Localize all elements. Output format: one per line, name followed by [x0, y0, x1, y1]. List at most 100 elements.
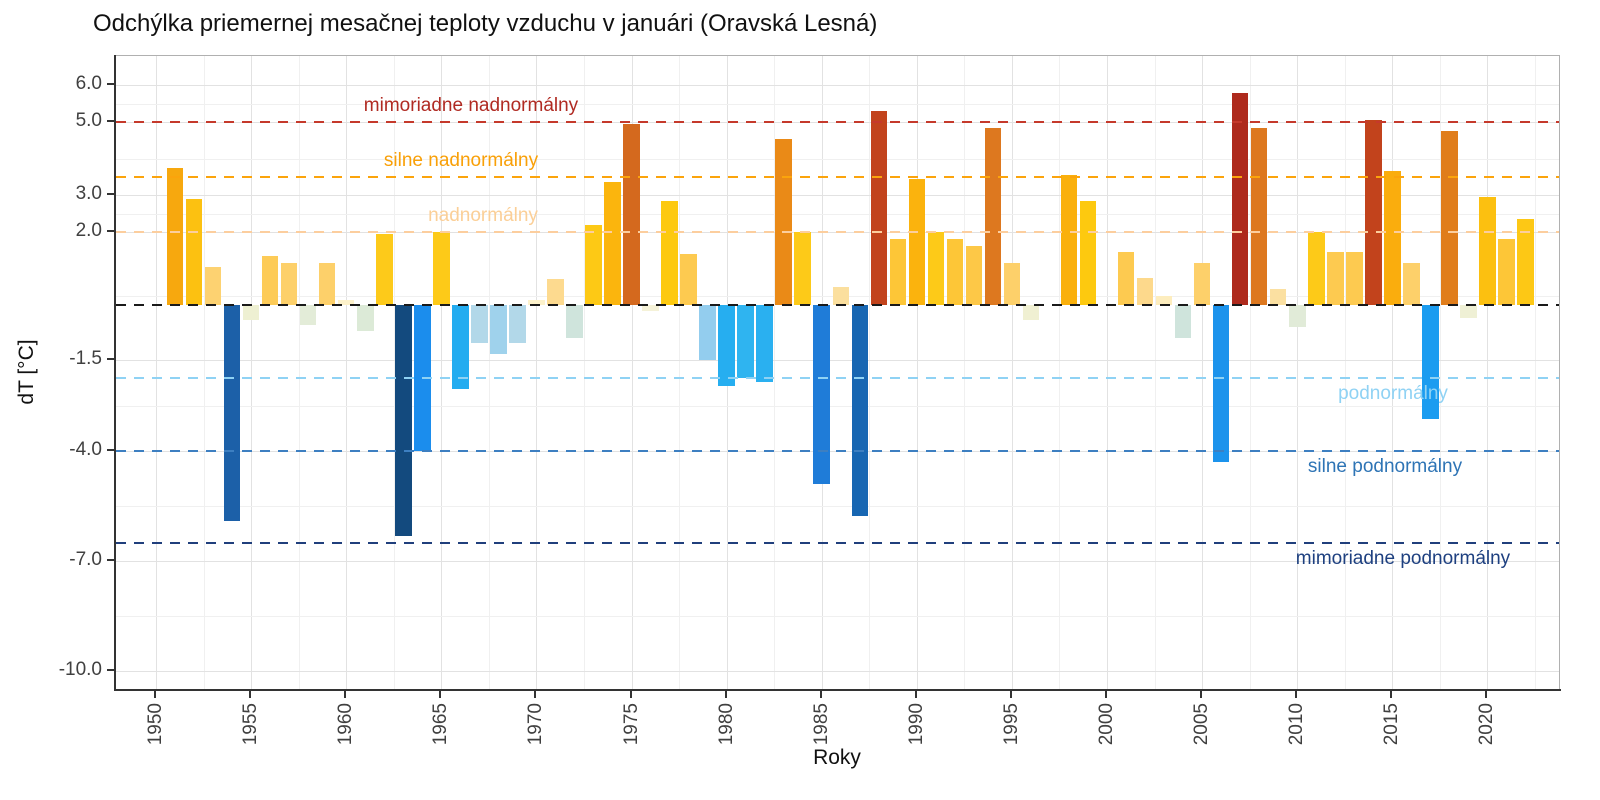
bar-2007 — [1231, 92, 1249, 305]
threshold-line-6 — [116, 541, 1559, 544]
y-tick-mark — [107, 193, 115, 196]
threshold-line-2 — [116, 230, 1559, 233]
bar-1995 — [1003, 262, 1021, 305]
major-gridline-vertical — [1487, 56, 1489, 689]
chart-title: Odchýlka priemernej mesačnej teploty vzd… — [93, 10, 878, 37]
bar-2016 — [1403, 262, 1420, 305]
bar-1974 — [604, 182, 621, 305]
x-tick-mark — [1485, 690, 1488, 698]
threshold-line-4 — [116, 377, 1559, 380]
y-tick-label: -1.5 — [69, 347, 102, 369]
bar-1957 — [280, 262, 298, 305]
bar-1965 — [433, 231, 450, 305]
y-tick-label: -4.0 — [69, 439, 102, 461]
bar-1956 — [261, 255, 279, 305]
major-gridline-vertical — [1297, 56, 1299, 689]
minor-gridline-vertical — [1344, 56, 1346, 689]
bar-1960 — [337, 299, 355, 305]
threshold-line-1 — [116, 175, 1559, 178]
major-gridline-vertical — [1392, 56, 1394, 689]
threshold-label-6: mimoriadne podnormálny — [1295, 547, 1511, 569]
x-tick-mark — [439, 690, 442, 698]
major-gridline-vertical — [1011, 56, 1013, 689]
x-tick-mark — [914, 690, 917, 698]
x-axis-line — [114, 689, 1561, 691]
bar-1983 — [775, 138, 792, 305]
bar-2008 — [1250, 127, 1268, 305]
minor-gridline-horizontal — [116, 103, 1559, 105]
bar-1952 — [185, 198, 203, 305]
bar-1976 — [642, 305, 659, 311]
y-tick-mark — [107, 357, 115, 360]
bar-1980 — [718, 305, 735, 386]
minor-gridline-vertical — [774, 56, 776, 689]
major-gridline-vertical — [441, 56, 443, 689]
bar-1955 — [242, 305, 260, 320]
x-tick-mark — [629, 690, 632, 698]
bar-2019 — [1460, 305, 1477, 318]
x-tick-label: 2015 — [1381, 703, 1403, 746]
bar-2011 — [1308, 231, 1325, 305]
y-tick-label: 6.0 — [75, 73, 102, 95]
bar-2017 — [1422, 305, 1439, 419]
bar-2005 — [1193, 262, 1211, 305]
bar-1989 — [889, 239, 906, 305]
minor-gridline-vertical — [1249, 56, 1251, 689]
bar-1967 — [471, 305, 488, 344]
major-gridline-vertical — [251, 56, 253, 689]
bar-1972 — [566, 305, 583, 338]
x-tick-label: 1985 — [810, 703, 832, 746]
minor-gridline-vertical — [1059, 56, 1061, 689]
bar-1966 — [452, 305, 469, 390]
minor-gridline-vertical — [869, 56, 871, 689]
threshold-line-0 — [116, 120, 1559, 124]
major-gridline-vertical — [916, 56, 918, 689]
x-tick-mark — [154, 690, 156, 698]
bar-2021 — [1498, 239, 1515, 305]
minor-gridline-vertical — [488, 56, 490, 689]
y-tick-label: 3.0 — [75, 183, 102, 205]
x-tick-mark — [1009, 690, 1012, 698]
threshold-label-1: silne nadnormálny — [383, 149, 539, 171]
bar-2009 — [1269, 288, 1287, 305]
threshold-line-3 — [116, 304, 1559, 306]
y-tick-label: 5.0 — [75, 110, 102, 131]
bar-1961 — [357, 305, 374, 331]
y-tick-mark — [107, 449, 115, 452]
x-tick-mark — [819, 690, 822, 698]
x-tick-mark — [534, 690, 537, 698]
y-tick-mark — [107, 83, 115, 86]
threshold-line-5 — [116, 450, 1559, 453]
major-gridline-horizontal — [116, 561, 1559, 563]
minor-gridline-horizontal — [116, 506, 1559, 508]
minor-gridline-vertical — [583, 56, 585, 689]
major-gridline-vertical — [156, 56, 157, 689]
threshold-label-0: mimoriadne nadnormálny — [363, 95, 579, 116]
bar-2006 — [1212, 305, 1230, 463]
major-gridline-horizontal — [116, 195, 1559, 197]
x-tick-mark — [1295, 690, 1298, 698]
bar-1996 — [1022, 305, 1040, 320]
x-tick-label: 1955 — [240, 703, 262, 746]
bar-1977 — [661, 200, 678, 305]
minor-gridline-vertical — [679, 56, 681, 689]
x-axis-label: Roky — [813, 746, 861, 769]
minor-gridline-vertical — [1154, 56, 1156, 689]
bar-2004 — [1174, 305, 1192, 338]
major-gridline-vertical — [1202, 56, 1204, 689]
x-tick-label: 2020 — [1476, 703, 1498, 746]
bar-2012 — [1327, 251, 1344, 305]
bar-2020 — [1479, 197, 1496, 305]
y-tick-mark — [107, 229, 115, 232]
x-tick-label: 2000 — [1096, 703, 1117, 746]
x-tick-mark — [1200, 690, 1203, 698]
bar-2003 — [1155, 295, 1173, 305]
major-gridline-vertical — [631, 56, 633, 689]
bar-1968 — [490, 305, 507, 355]
bar-1986 — [832, 286, 849, 305]
bar-1978 — [680, 253, 697, 305]
minor-gridline-vertical — [203, 56, 205, 689]
bar-1951 — [166, 167, 184, 306]
x-tick-mark — [724, 690, 727, 698]
